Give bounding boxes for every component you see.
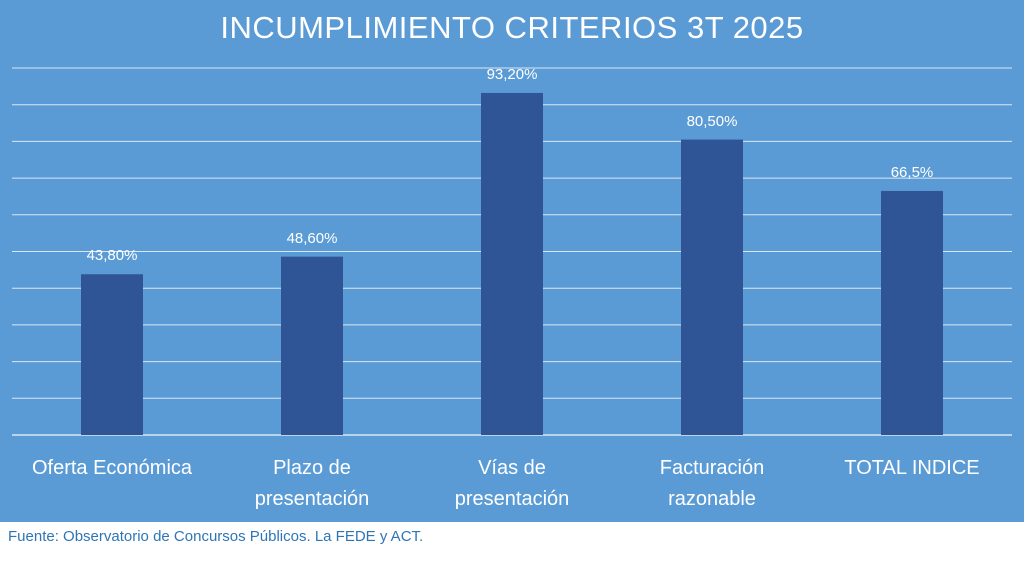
- category-label: Plazo de presentación: [254, 457, 370, 510]
- category-label: TOTAL INDICE: [844, 457, 980, 479]
- category-label: Vías de presentación: [454, 457, 570, 510]
- data-label: 93,20%: [486, 65, 538, 83]
- chart-title: INCUMPLIMIENTO CRITERIOS 3T 2025: [220, 10, 804, 45]
- data-label: 43,80%: [86, 247, 138, 265]
- data-label: 80,50%: [686, 112, 738, 130]
- bar: [81, 274, 143, 435]
- data-label: 66,5%: [890, 163, 934, 181]
- data-label: 48,60%: [286, 229, 338, 247]
- category-label: Oferta Económica: [31, 457, 193, 479]
- bar: [681, 139, 743, 435]
- source-note: Fuente: Observatorio de Concursos Públic…: [8, 528, 424, 545]
- bar: [281, 256, 343, 435]
- category-label: Facturación razonable: [659, 457, 765, 510]
- bar: [481, 92, 543, 436]
- chart-plot: [12, 67, 1012, 436]
- bar: [881, 190, 943, 435]
- chart-panel: INCUMPLIMIENTO CRITERIOS 3T 2025 43,80% O…: [0, 0, 1024, 522]
